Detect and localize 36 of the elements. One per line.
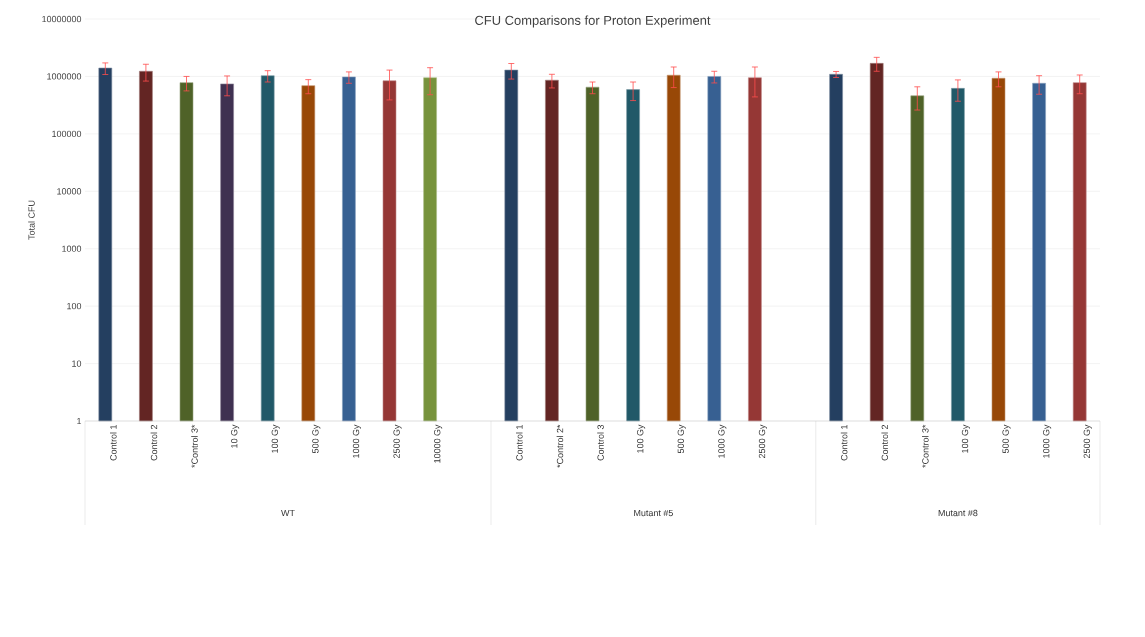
x-tick-label: 10000 Gy	[434, 424, 443, 463]
x-tick-label: Control 3	[597, 424, 604, 461]
y-tick-label: 1	[77, 417, 82, 425]
x-tick-label: *Control 2*	[556, 424, 564, 468]
x-tick-label: Control 2	[150, 425, 158, 461]
x-tick-label: Control 1	[516, 424, 523, 461]
x-tick-label: 500 Gy	[312, 424, 321, 454]
y-tick-label: 100000	[52, 130, 82, 138]
y-tick-label: 10000000	[42, 15, 82, 23]
x-tick-label: 100 Gy	[637, 424, 646, 453]
x-tick-label: Control 1	[110, 424, 117, 461]
x-tick-label: 500 Gy	[1002, 424, 1011, 454]
x-tick-label: 1000 Gy	[718, 424, 727, 458]
x-tick-label: 100 Gy	[961, 424, 970, 453]
x-tick-label: 500 Gy	[677, 424, 686, 454]
text: Mutant #8	[938, 509, 978, 517]
text: WT	[281, 509, 295, 517]
y-tick-label: 1000000	[47, 73, 82, 80]
y-tick-label: 10	[72, 360, 82, 367]
text: Mutant #5	[634, 509, 673, 517]
x-tick-label: *Control 3*	[191, 424, 198, 468]
chart-title: CFU Comparisons for Proton Experiment	[475, 15, 711, 28]
y-tick-label: 10000	[57, 188, 82, 195]
x-tick-label: Control 1	[840, 424, 848, 461]
x-tick-label: 10 Gy	[231, 424, 240, 448]
x-tick-label: Control 2	[881, 425, 888, 461]
x-tick-label: 2500 Gy	[1083, 424, 1092, 458]
x-tick-label: 1000 Gy	[352, 424, 361, 458]
y-tick-label: 1000	[62, 245, 82, 252]
y-axis-title: Total CFU	[28, 200, 35, 240]
x-tick-label: 1000 Gy	[1043, 424, 1052, 458]
x-tick-label: 2500 Gy	[758, 424, 767, 458]
x-tick-label: *Control 3*	[922, 424, 929, 468]
x-tick-label: 2500 Gy	[393, 424, 402, 458]
x-tick-label: 100 Gy	[271, 424, 280, 453]
y-tick-label: 100	[67, 302, 82, 310]
